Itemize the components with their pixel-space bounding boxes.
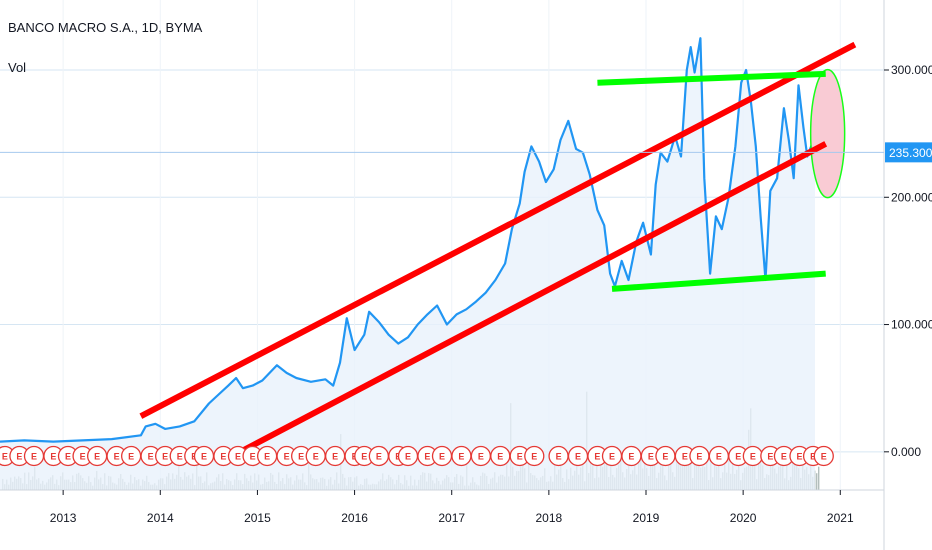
- earnings-marker-label: E: [220, 452, 226, 462]
- earnings-marker-label: E: [628, 452, 634, 462]
- earnings-marker-label: E: [796, 452, 802, 462]
- earnings-marker-label: E: [497, 452, 503, 462]
- price-area: [0, 38, 815, 490]
- price-series: [0, 37, 816, 443]
- earnings-marker-label: E: [235, 452, 241, 462]
- earnings-marker-label: E: [609, 452, 615, 462]
- highlight-ellipse[interactable]: [809, 68, 846, 199]
- earnings-marker-label: E: [594, 452, 600, 462]
- earnings-marker-label: E: [264, 452, 270, 462]
- earnings-marker-label: E: [662, 452, 668, 462]
- earnings-marker-label: E: [439, 452, 445, 462]
- earnings-marker-label: E: [575, 452, 581, 462]
- earnings-marker[interactable]: [813, 445, 834, 467]
- price-line[interactable]: [0, 37, 816, 443]
- earnings-marker-label: E: [201, 452, 207, 462]
- earnings-marker-label: E: [556, 452, 562, 462]
- earnings-marker-label: E: [16, 452, 22, 462]
- earnings-marker-label: E: [821, 452, 827, 462]
- earnings-marker-label: E: [716, 452, 722, 462]
- symbol-legend[interactable]: BANCO MACRO S.A., 1D, BYMA: [8, 20, 203, 35]
- trend-drawings[interactable]: [139, 41, 857, 461]
- earnings-marker-label: E: [162, 452, 168, 462]
- x-tick-label: 2015: [244, 511, 271, 525]
- price-area-fill: [0, 38, 815, 490]
- earnings-marker-label: E: [781, 452, 787, 462]
- earnings-marker-label: E: [2, 452, 8, 462]
- y-tick-label: 100.000: [891, 318, 932, 332]
- earnings-marker-label: E: [735, 452, 741, 462]
- earnings-marker-label: E: [376, 452, 382, 462]
- volume-bar: [818, 466, 820, 490]
- earnings-marker-label: E: [80, 452, 86, 462]
- red-channel-lower[interactable]: [226, 141, 828, 461]
- x-tick-label: 2019: [633, 511, 660, 525]
- green-resistance-line[interactable]: [597, 70, 826, 86]
- earnings-marker-label: E: [648, 452, 654, 462]
- y-tick-label: 300.000: [891, 63, 932, 77]
- x-tick-label: 2017: [438, 511, 465, 525]
- last-price-tag[interactable]: [885, 142, 932, 163]
- x-tick-label: 2016: [341, 511, 368, 525]
- x-tick-label: 2013: [50, 511, 77, 525]
- earnings-marker-label: E: [313, 452, 319, 462]
- earnings-marker-label: E: [531, 452, 537, 462]
- earnings-marker-label: E: [177, 452, 183, 462]
- x-tick-label: 2020: [730, 511, 757, 525]
- last-price-label: 235.300: [889, 146, 932, 160]
- earnings-marker-label: E: [682, 452, 688, 462]
- earnings-marker-label: E: [517, 452, 523, 462]
- red-channel-upper[interactable]: [139, 41, 857, 419]
- earnings-marker-label: E: [31, 452, 37, 462]
- earnings-marker-label: E: [767, 452, 773, 462]
- earnings-marker-label: E: [250, 452, 256, 462]
- earnings-marker-label: E: [298, 452, 304, 462]
- volume-bar: [816, 473, 818, 490]
- earnings-marker[interactable]: [524, 445, 545, 467]
- earnings-marker-label: E: [128, 452, 134, 462]
- y-tick-label: 200.000: [891, 190, 932, 204]
- earnings-marker-label: E: [405, 452, 411, 462]
- earnings-marker-label: E: [332, 452, 338, 462]
- x-tick-label: 2018: [536, 511, 563, 525]
- earnings-marker-label: E: [750, 452, 756, 462]
- earnings-marker-label: E: [458, 452, 464, 462]
- earnings-marker-label: E: [50, 452, 56, 462]
- x-tick-label: 2021: [827, 511, 854, 525]
- green-support-line[interactable]: [611, 270, 826, 292]
- earnings-marker-label: E: [478, 452, 484, 462]
- earnings-marker-label: E: [424, 452, 430, 462]
- earnings-marker-label: E: [810, 452, 816, 462]
- x-tick-label: 2014: [147, 511, 174, 525]
- earnings-marker-label: E: [114, 452, 120, 462]
- earnings-marker-label: E: [65, 452, 71, 462]
- earnings-marker-label: E: [94, 452, 100, 462]
- earnings-marker-label: E: [148, 452, 154, 462]
- volume-legend[interactable]: Vol: [8, 60, 27, 75]
- earnings-marker-label: E: [284, 452, 290, 462]
- earnings-marker-label: E: [696, 452, 702, 462]
- y-tick-label: 0.000: [891, 445, 921, 459]
- earnings-marker-label: E: [361, 452, 367, 462]
